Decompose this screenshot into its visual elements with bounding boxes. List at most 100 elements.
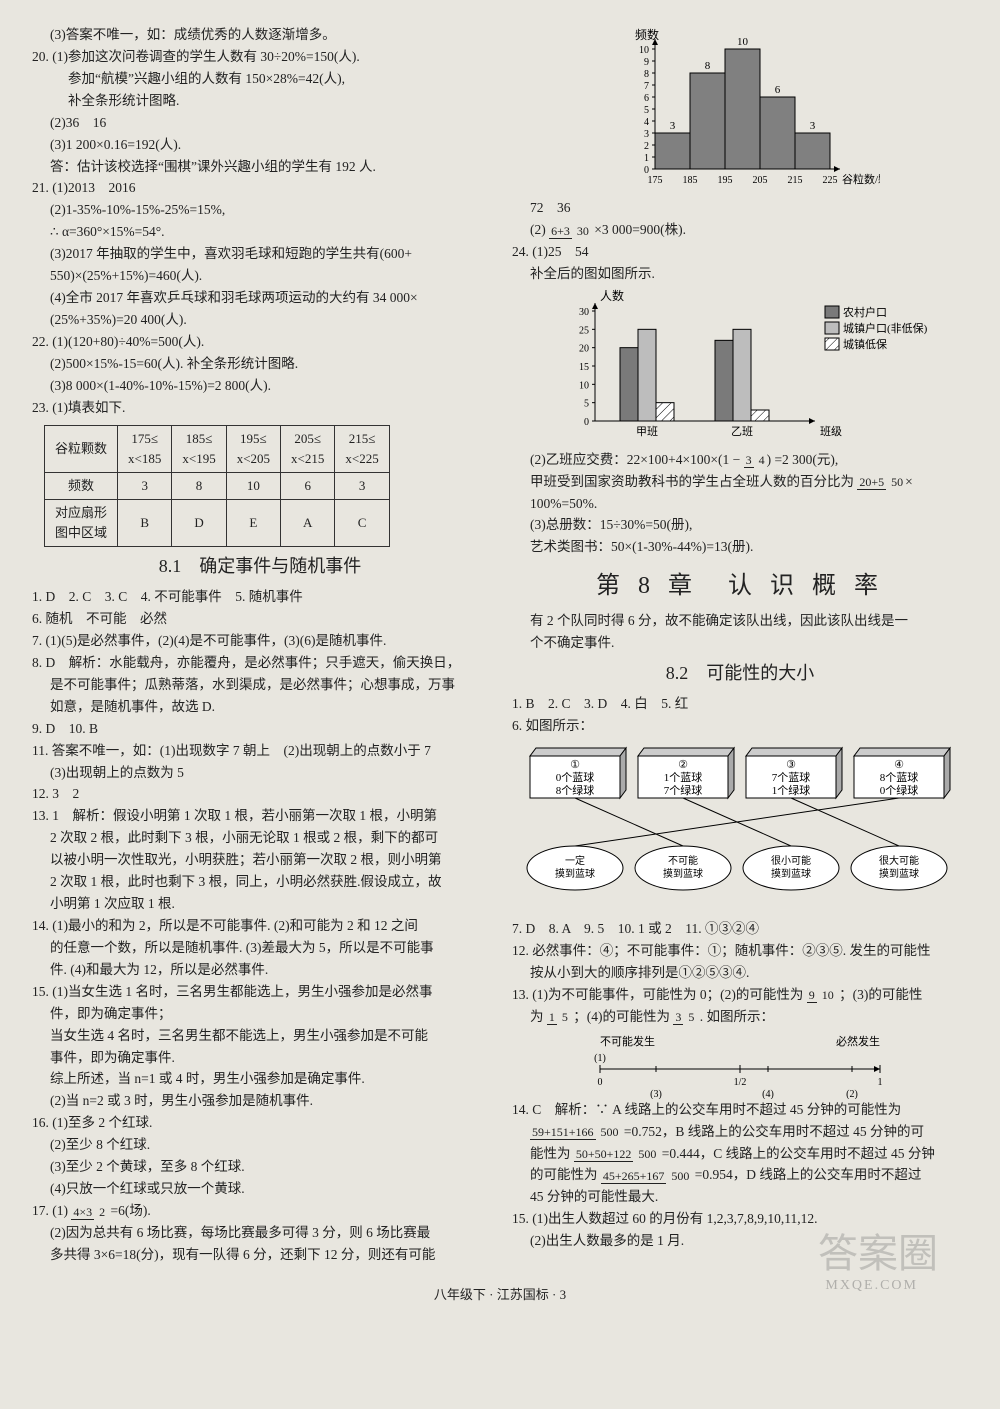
svg-text:摸到蓝球: 摸到蓝球 <box>663 867 703 880</box>
svg-text:8个蓝球: 8个蓝球 <box>880 770 919 784</box>
svg-text:人数: 人数 <box>600 288 624 303</box>
svg-text:④: ④ <box>894 759 904 771</box>
line: 11. 答案不唯一，如：(1)出现数字 7 朝上 (2)出现朝上的点数小于 7 <box>32 741 488 762</box>
text: 的可能性为 <box>530 1167 598 1182</box>
line: (3)出现朝上的点数为 5 <box>32 763 488 784</box>
svg-text:3: 3 <box>810 120 816 132</box>
svg-text:0个绿球: 0个绿球 <box>880 783 919 797</box>
text: 为 <box>530 1009 544 1024</box>
svg-text:8: 8 <box>644 69 649 80</box>
line: 12. 3 2 <box>32 784 488 805</box>
svg-text:1: 1 <box>878 1077 883 1088</box>
text: =0.752，B 线路上的公交车用时不超过 45 分钟的可 <box>624 1124 924 1139</box>
line: 2 次取 2 根，此时剩下 3 根，小丽无论取 1 根或 2 根，剩下的都可 <box>32 828 488 849</box>
denominator: 50 <box>889 475 905 489</box>
line: 有 2 个队同时得 6 分，故不能确定该队出线，因此该队出线是一 <box>512 611 968 632</box>
line: ∴ α=360°×15%=54°. <box>32 222 488 243</box>
text: 甲班受到国家资助教科书的学生占全班人数的百分比为 <box>530 474 854 489</box>
denominator: 500 <box>599 1125 621 1139</box>
svg-text:175: 175 <box>648 175 663 186</box>
line: 综上所述，当 n=1 或 4 时，男生小强参加是确定事件. <box>32 1069 488 1090</box>
svg-text:10: 10 <box>737 36 749 48</box>
grouped-bar-chart: 人数051015202530甲班乙班班级农村户口城镇户口(非低保)城镇低保 <box>550 286 930 446</box>
numerator: 1 <box>547 1010 557 1025</box>
text: 能性为 <box>530 1146 571 1161</box>
line: 20. (1)参加这次问卷调查的学生人数有 30÷20%=150(人). <box>32 47 488 68</box>
svg-text:205: 205 <box>753 175 768 186</box>
line: 100%=50%. <box>512 494 968 515</box>
numerator: 9 <box>807 988 817 1003</box>
table-23: 谷粒颗数175≤x<185185≤x<195195≤x<205205≤x<215… <box>44 425 390 548</box>
line: 72 36 <box>512 198 968 219</box>
line: 多共得 3×6=18(分)，现有一队得 6 分，还剩下 12 分，则还有可能 <box>32 1245 488 1266</box>
svg-text:①: ① <box>570 759 580 771</box>
text: (2) <box>530 222 546 237</box>
line: (2)500×15%-15=60(人). 补全条形统计图略. <box>32 354 488 375</box>
denominator: 4 <box>757 453 767 467</box>
svg-text:甲班: 甲班 <box>636 425 658 438</box>
line: 艺术类图书：50×(1-30%-44%)=13(册). <box>512 537 968 558</box>
fraction: 3 5 <box>673 1011 696 1024</box>
numerator: 6+3 <box>549 224 572 239</box>
text: 14. C 解析：∵ A 线路上的公交车用时不超过 45 分钟的可能性为 <box>512 1102 901 1117</box>
line: (2)36 16 <box>32 113 488 134</box>
line: 21. (1)2013 2016 <box>32 178 488 199</box>
line: 45 分钟的可能性最大. <box>512 1187 968 1208</box>
text: 17. (1) <box>32 1203 68 1218</box>
line: 小明第 1 次应取 1 根. <box>32 894 488 915</box>
line: 1. B 2. C 3. D 4. 白 5. 红 <box>512 694 968 715</box>
line: (2)乙班应交费：22×100+4×100×(1 − 3 4 ) =2 300(… <box>512 450 968 471</box>
svg-text:30: 30 <box>579 307 589 318</box>
line: 59+151+166 500 =0.752，B 线路上的公交车用时不超过 45 … <box>512 1122 968 1143</box>
line: (4)全市 2017 年喜欢乒乓球和羽毛球两项运动的大约有 34 000× <box>32 288 488 309</box>
svg-text:15: 15 <box>579 362 589 373</box>
line: 14. C 解析：∵ A 线路上的公交车用时不超过 45 分钟的可能性为 <box>512 1100 968 1121</box>
line: 1. D 2. C 3. C 4. 不可能事件 5. 随机事件 <box>32 587 488 608</box>
numerator: 50+50+122 <box>574 1147 634 1162</box>
numerator: 3 <box>744 453 754 468</box>
svg-text:②: ② <box>678 759 688 771</box>
svg-text:8: 8 <box>705 60 711 72</box>
line: (25%+35%)=20 400(人). <box>32 310 488 331</box>
svg-text:很小可能: 很小可能 <box>771 854 811 867</box>
fraction: 59+151+166 500 <box>530 1126 621 1139</box>
numerator: 20+5 <box>857 475 886 490</box>
denominator: 5 <box>686 1010 696 1024</box>
text: . 如图所示： <box>700 1009 774 1024</box>
denominator: 5 <box>560 1010 570 1024</box>
line: 的可能性为 45+265+167 500 =0.954，D 线路上的公交车用时不… <box>512 1165 968 1186</box>
svg-text:215: 215 <box>788 175 803 186</box>
svg-text:20: 20 <box>579 343 589 354</box>
svg-text:必然发生: 必然发生 <box>836 1034 880 1048</box>
section-title-82: 8.2 可能性的大小 <box>512 660 968 688</box>
svg-text:农村户口: 农村户口 <box>843 305 887 319</box>
svg-text:不可能发生: 不可能发生 <box>600 1034 655 1048</box>
line: (2)1-35%-10%-15%-25%=15%, <box>32 200 488 221</box>
line: (3)答案不唯一，如：成绩优秀的人数逐渐增多。 <box>32 25 488 46</box>
svg-text:1个蓝球: 1个蓝球 <box>664 770 703 784</box>
number-line: 不可能发生必然发生01/21(1)(3)(4)(2) <box>560 1029 920 1099</box>
text: =0.954，D 线路上的公交车用时不超过 <box>695 1167 922 1182</box>
line: 事件，即为确定事件. <box>32 1048 488 1069</box>
svg-text:很大可能: 很大可能 <box>879 854 919 867</box>
denominator: 2 <box>97 1205 107 1219</box>
svg-text:3: 3 <box>670 120 676 132</box>
svg-text:9: 9 <box>644 57 649 68</box>
svg-text:(3): (3) <box>650 1089 662 1099</box>
svg-text:1: 1 <box>644 153 649 164</box>
line: 2 次取 1 根，此时也剩下 3 根，同上，小明必然获胜.假设成立，故 <box>32 872 488 893</box>
denominator: 10 <box>820 988 836 1002</box>
svg-text:6: 6 <box>775 84 781 96</box>
line: 17. (1) 4×3 2 =6(场). <box>32 1201 488 1222</box>
text: ×3 000=900(株). <box>594 222 686 237</box>
fraction: 4×3 2 <box>71 1206 107 1219</box>
line: (4)只放一个红球或只放一个黄球. <box>32 1179 488 1200</box>
line: 22. (1)(120+80)÷40%=500(人). <box>32 332 488 353</box>
svg-text:城镇低保: 城镇低保 <box>843 337 887 351</box>
svg-text:(1): (1) <box>594 1053 606 1064</box>
line: 件. (4)和最大为 12，所以是必然事件. <box>32 960 488 981</box>
line: (3)1 200×0.16=192(人). <box>32 135 488 156</box>
line: 当女生选 4 名时，三名男生都不能选上，男生小强参加是不可能 <box>32 1026 488 1047</box>
text: ；(3)的可能性 <box>839 987 922 1002</box>
line: 甲班受到国家资助教科书的学生占全班人数的百分比为 20+5 50 × <box>512 472 968 493</box>
